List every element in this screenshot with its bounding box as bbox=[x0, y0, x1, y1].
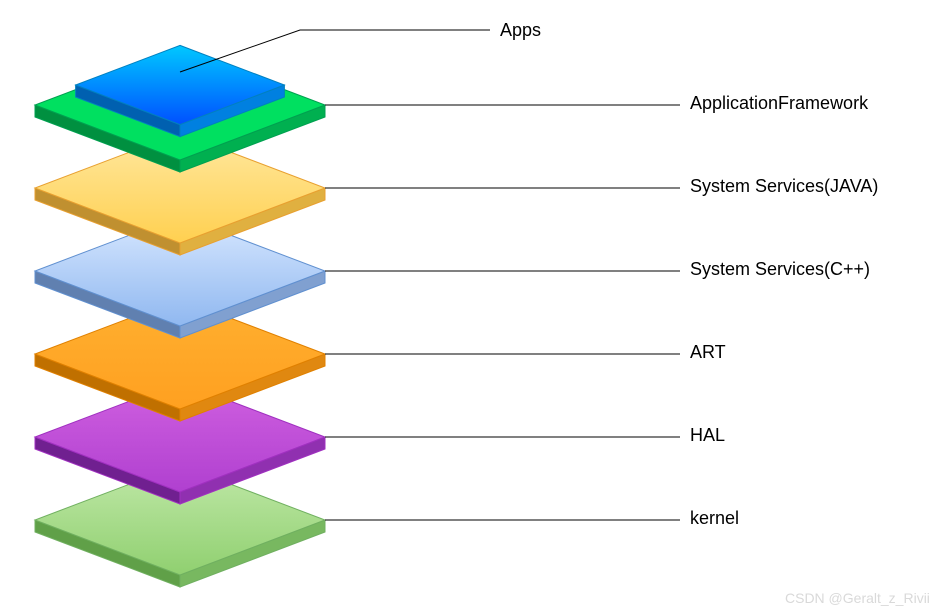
architecture-diagram bbox=[0, 0, 951, 609]
label-apps: Apps bbox=[500, 20, 541, 41]
label-system-services-java: System Services(JAVA) bbox=[690, 176, 878, 197]
label-system-services-cpp: System Services(C++) bbox=[690, 259, 870, 280]
label-hal: HAL bbox=[690, 425, 725, 446]
label-art: ART bbox=[690, 342, 726, 363]
label-application-framework: ApplicationFramework bbox=[690, 93, 868, 114]
watermark: CSDN @Geralt_z_Rivii bbox=[785, 590, 930, 606]
label-kernel: kernel bbox=[690, 508, 739, 529]
